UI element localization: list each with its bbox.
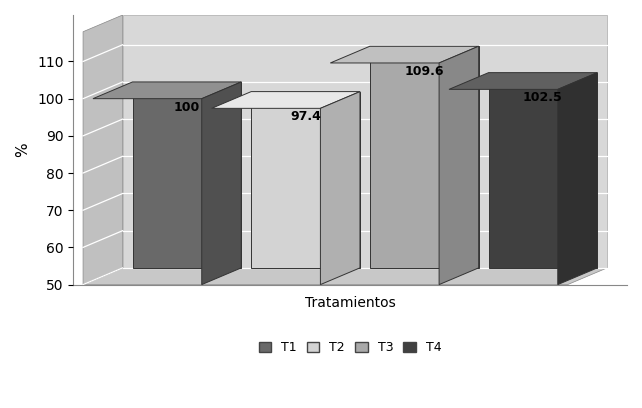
Polygon shape [212,92,360,109]
Polygon shape [83,268,607,285]
Polygon shape [123,15,607,268]
Text: 102.5: 102.5 [523,91,563,104]
X-axis label: Tratamientos: Tratamientos [305,296,395,310]
Polygon shape [489,73,597,268]
Polygon shape [558,73,597,285]
Text: 109.6: 109.6 [404,65,444,78]
Polygon shape [449,73,597,89]
Legend: T1, T2, T3, T4: T1, T2, T3, T4 [254,336,446,359]
Polygon shape [370,46,479,268]
Polygon shape [83,15,123,285]
Y-axis label: %: % [15,142,30,157]
Polygon shape [202,82,241,285]
Polygon shape [320,92,360,285]
Polygon shape [330,46,479,63]
Polygon shape [439,46,479,285]
Polygon shape [251,92,360,268]
Text: 97.4: 97.4 [290,110,321,123]
Polygon shape [93,82,241,99]
Polygon shape [132,82,241,268]
Text: 100: 100 [174,100,200,113]
